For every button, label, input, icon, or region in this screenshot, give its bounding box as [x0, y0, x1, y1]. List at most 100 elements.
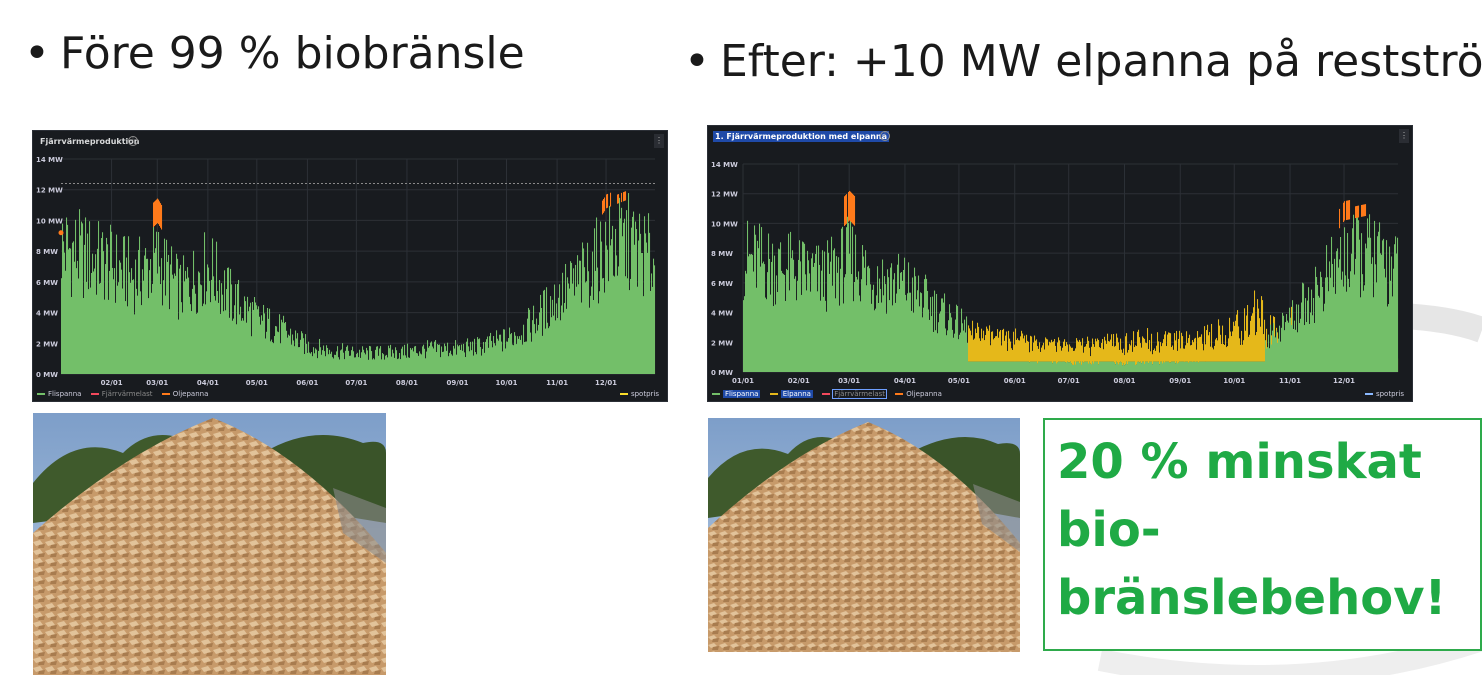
- bar-flispanna: [1057, 362, 1059, 372]
- legend-item-oljepanna[interactable]: Oljepanna: [161, 390, 208, 398]
- bar-flispanna: [363, 349, 365, 374]
- bar-flispanna: [616, 255, 618, 374]
- legend-item-flispanna[interactable]: Flispanna: [37, 390, 81, 398]
- bar-flispanna: [1267, 347, 1269, 372]
- bar-oljepanna: [617, 194, 619, 204]
- y-tick-label: 8 MW: [711, 250, 733, 258]
- bar-flispanna: [472, 341, 474, 374]
- bar-elpanna: [1088, 340, 1090, 364]
- bar-flispanna: [340, 350, 342, 374]
- bar-flispanna: [268, 318, 270, 374]
- bar-flispanna: [361, 352, 363, 374]
- bar-elpanna: [994, 338, 996, 362]
- bar-flispanna: [234, 305, 236, 374]
- bar-flispanna: [408, 357, 410, 374]
- bar-flispanna: [990, 361, 992, 372]
- bar-flispanna: [458, 346, 460, 374]
- bar-oljepanna: [846, 194, 848, 224]
- bar-flispanna: [1049, 361, 1051, 372]
- bar-elpanna: [1226, 347, 1228, 362]
- bar-flispanna: [750, 254, 752, 372]
- bar-oljepanna: [1364, 204, 1366, 217]
- bar-flispanna: [1112, 361, 1114, 372]
- bar-flispanna: [755, 234, 757, 372]
- bar-elpanna: [1004, 340, 1006, 362]
- bar-elpanna: [1108, 341, 1110, 362]
- legend-item-oljepanna[interactable]: Oljepanna: [895, 390, 942, 398]
- bar-elpanna: [1077, 340, 1079, 362]
- panel-menu-icon[interactable]: ⋮: [1399, 129, 1409, 143]
- info-icon[interactable]: i: [880, 131, 890, 141]
- bar-flispanna: [809, 273, 811, 372]
- bar-flispanna: [412, 348, 414, 374]
- bar-elpanna: [1221, 343, 1223, 362]
- bar-elpanna: [1105, 340, 1107, 362]
- bar-flispanna: [350, 355, 352, 374]
- y-tick-label: 12 MW: [711, 191, 738, 199]
- hover-point: [58, 230, 64, 236]
- bar-oljepanna: [157, 198, 159, 224]
- bar-flispanna: [154, 252, 156, 374]
- bar-flispanna: [832, 285, 834, 372]
- bar-flispanna: [958, 339, 960, 372]
- bar-flispanna: [1335, 293, 1337, 372]
- bar-elpanna: [1227, 346, 1229, 362]
- bar-flispanna: [1024, 361, 1026, 372]
- legend-item-flispanna[interactable]: Flispanna: [712, 390, 761, 398]
- bar-flispanna: [488, 347, 490, 374]
- bar-flispanna: [1073, 364, 1075, 372]
- bar-flispanna: [598, 303, 600, 374]
- bar-flispanna: [113, 279, 115, 374]
- bar-flispanna: [1236, 361, 1238, 372]
- bar-flispanna: [272, 342, 274, 374]
- bar-flispanna: [193, 250, 195, 374]
- bar-flispanna: [1098, 364, 1100, 372]
- bar-flispanna: [384, 359, 386, 374]
- bar-flispanna: [1307, 300, 1309, 372]
- bar-flispanna: [1077, 361, 1079, 372]
- bar-flispanna: [255, 302, 257, 374]
- bar-elpanna: [1062, 347, 1064, 362]
- bar-flispanna: [1052, 363, 1054, 372]
- bar-flispanna: [1258, 361, 1260, 372]
- bar-elpanna: [1013, 331, 1015, 362]
- legend-item-fjarrvarmelast[interactable]: Fjärrvärmelast: [90, 390, 153, 398]
- bar-flispanna: [1325, 277, 1327, 372]
- bar-flispanna: [780, 242, 782, 372]
- bar-flispanna: [629, 290, 631, 374]
- bar-flispanna: [219, 280, 221, 374]
- legend-item-fjarrvarmelast[interactable]: Fjärrvärmelast: [822, 389, 888, 399]
- bar-flispanna: [980, 361, 982, 372]
- info-icon[interactable]: i: [128, 136, 138, 146]
- bar-flispanna: [492, 347, 494, 374]
- bar-flispanna: [870, 284, 872, 372]
- bar-flispanna: [645, 233, 647, 374]
- x-tick-label: 11/01: [1279, 377, 1301, 385]
- bar-flispanna: [420, 353, 422, 374]
- bar-elpanna: [986, 326, 988, 362]
- bar-flispanna: [942, 298, 944, 372]
- bullet-after: • Efter: +10 MW elpanna på restström: [684, 36, 1482, 87]
- bar-elpanna: [1049, 341, 1051, 362]
- legend-item-spotpris[interactable]: spotpris: [1364, 390, 1404, 398]
- bar-flispanna: [1149, 361, 1151, 372]
- legend-item-spotpris[interactable]: spotpris: [619, 390, 659, 398]
- bar-flispanna: [529, 309, 531, 374]
- bar-elpanna: [1020, 336, 1022, 362]
- bar-flispanna: [826, 311, 828, 372]
- legend-item-elpanna[interactable]: Elpanna: [769, 390, 813, 398]
- bar-flispanna: [848, 222, 850, 372]
- bar-flispanna: [938, 322, 940, 372]
- bar-flispanna: [465, 357, 467, 374]
- bar-flispanna: [175, 275, 177, 374]
- bar-oljepanna: [618, 194, 620, 204]
- bar-flispanna: [437, 344, 439, 374]
- bar-flispanna: [1042, 361, 1044, 372]
- bar-elpanna: [1014, 344, 1016, 362]
- bar-flispanna: [1292, 300, 1294, 372]
- bar-elpanna: [1009, 338, 1011, 362]
- bar-elpanna: [1047, 339, 1049, 362]
- bar-flispanna: [747, 220, 749, 372]
- bar-elpanna: [1244, 308, 1246, 362]
- panel-menu-icon[interactable]: ⋮: [654, 134, 664, 148]
